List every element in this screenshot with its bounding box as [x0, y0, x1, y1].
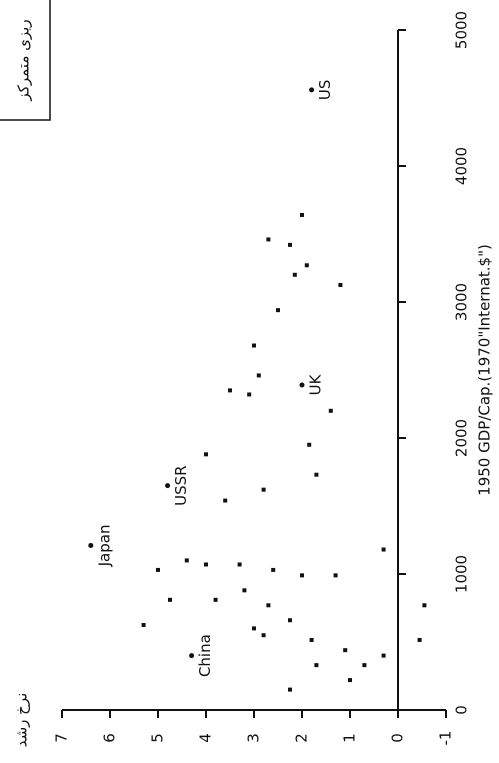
- y-tick-label: 4: [197, 733, 215, 743]
- point: [261, 633, 266, 638]
- point: [343, 648, 348, 653]
- annotated-point: [165, 483, 171, 489]
- point: [314, 663, 319, 668]
- y-tick-label: 5: [149, 733, 167, 743]
- point: [242, 588, 247, 593]
- chart-title: ریزی متمرکز: [15, 19, 33, 101]
- point: [252, 343, 256, 348]
- point: [309, 637, 314, 642]
- annotation: Japan: [95, 525, 113, 568]
- point: [266, 603, 271, 608]
- point: [252, 626, 256, 631]
- y-tick-label: 3: [245, 733, 263, 743]
- annotated-point: [88, 542, 94, 548]
- point: [213, 597, 218, 602]
- y-tick-label: -1: [437, 731, 455, 746]
- y-axis-title: نرخ رشد: [13, 693, 31, 748]
- point: [237, 562, 242, 567]
- annotated-point: [309, 87, 315, 93]
- annotation: China: [196, 634, 214, 677]
- annotated-point: [189, 653, 195, 659]
- x-tick-label: 5000: [453, 11, 471, 49]
- y-tick-label: 1: [341, 733, 359, 743]
- point: [288, 242, 292, 247]
- point: [314, 472, 319, 477]
- point: [307, 442, 312, 447]
- point: [362, 663, 367, 668]
- y-tick-label: 2: [293, 733, 311, 743]
- point: [247, 392, 252, 397]
- point: [156, 567, 160, 572]
- x-tick-label: 3000: [453, 283, 471, 321]
- point: [168, 597, 172, 602]
- point: [292, 272, 297, 277]
- point: [184, 558, 189, 563]
- point: [381, 653, 386, 658]
- point: [328, 408, 333, 413]
- point: [348, 678, 352, 683]
- title-box: [0, 0, 51, 121]
- y-tick-label: 7: [53, 733, 71, 743]
- point: [204, 562, 208, 567]
- y-tick-label: 0: [389, 733, 407, 743]
- point: [417, 637, 422, 642]
- point: [422, 603, 427, 608]
- x-axis-title: 1950 GDP/Cap.(1970"Internat.$"): [476, 244, 494, 496]
- x-tick-label: 2000: [453, 419, 471, 457]
- point: [304, 263, 309, 268]
- point: [266, 237, 271, 242]
- annotation: USSR: [172, 465, 190, 505]
- point: [271, 567, 276, 572]
- y-tick-label: 6: [101, 733, 119, 743]
- annotation: US: [316, 80, 334, 101]
- point: [261, 487, 266, 492]
- annotation: UK: [307, 373, 325, 395]
- point: [204, 452, 208, 457]
- point: [141, 623, 146, 627]
- x-tick-label: 4000: [453, 147, 471, 185]
- x-tick-label: 1000: [453, 555, 471, 593]
- point: [256, 373, 261, 378]
- point: [288, 618, 292, 623]
- point: [300, 573, 304, 578]
- point: [276, 308, 280, 313]
- annotated-point: [299, 382, 305, 388]
- x-tick-label: 0: [453, 705, 471, 715]
- point: [228, 388, 232, 393]
- point: [333, 573, 338, 578]
- point: [381, 547, 386, 552]
- point: [223, 498, 228, 503]
- point: [300, 212, 304, 217]
- point: [338, 283, 343, 287]
- point: [288, 687, 292, 692]
